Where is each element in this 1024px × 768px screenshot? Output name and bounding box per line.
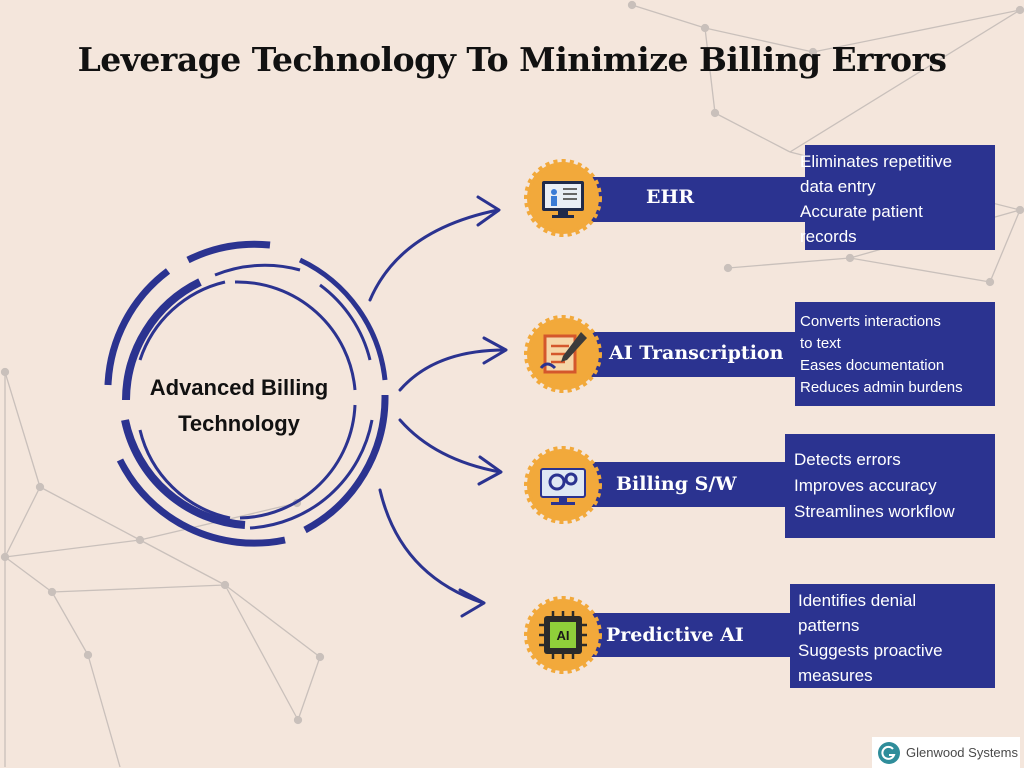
desc-predictive-ai-line: patterns [798, 616, 860, 635]
tech-label-ehr: EHR [646, 186, 695, 208]
connector-arrows [368, 195, 508, 618]
transcription-notepad-icon [539, 332, 587, 374]
desc-billing-sw-line: Improves accuracy [794, 476, 937, 495]
desc-predictive-ai-line: Identifies denial [798, 591, 917, 610]
desc-ehr-line: records [800, 227, 857, 246]
arrow-to-predictive-ai [378, 488, 485, 605]
desc-ehr-line: Eliminates repetitive [800, 152, 953, 171]
center-label-line-2: Technology [178, 411, 300, 436]
glenwood-logo-icon [878, 741, 900, 764]
desc-billing-sw-line: Detects errors [794, 450, 901, 469]
brand-badge: Glenwood Systems [872, 737, 1020, 768]
desc-billing-sw: Detects errors Improves accuracy Streaml… [794, 447, 955, 525]
desc-ai-transcription-line: to text [800, 335, 841, 352]
tech-label-billing-sw: Billing S/W [616, 473, 737, 495]
band-ai-transcription [560, 302, 995, 406]
desc-ai-transcription-line: Reduces admin burdens [800, 379, 963, 396]
ai-chip-icon: AI [539, 611, 587, 659]
desc-ehr-line: data entry [800, 177, 876, 196]
brand-name: Glenwood Systems [906, 745, 1018, 760]
arrow-to-ai-transcription [398, 348, 507, 392]
desc-predictive-ai-line: measures [798, 666, 873, 685]
arrow-to-ehr [368, 208, 500, 302]
desc-ai-transcription-line: Converts interactions [800, 313, 941, 330]
ehr-monitor-icon [542, 181, 584, 218]
tech-bands [560, 145, 995, 688]
tech-label-predictive-ai: Predictive AI [606, 624, 744, 646]
band-predictive-ai [560, 584, 995, 688]
desc-predictive-ai: Identifies denial patterns Suggests proa… [798, 588, 943, 688]
badge-ai-transcription [524, 315, 602, 393]
center-rings [104, 240, 389, 547]
desc-ai-transcription-line: Eases documentation [800, 357, 945, 374]
desc-ehr: Eliminates repetitive data entry Accurat… [800, 149, 952, 249]
badge-billing-sw [524, 446, 602, 524]
desc-ai-transcription: Converts interactions to text Eases docu… [800, 311, 963, 399]
center-label-line-1: Advanced Billing [149, 375, 329, 400]
center-label: Advanced Billing Technology [104, 370, 374, 442]
svg-text:AI: AI [557, 628, 570, 643]
desc-billing-sw-line: Streamlines workflow [794, 502, 955, 521]
badge-predictive-ai: AI [524, 596, 602, 674]
page-title: Leverage Technology To Minimize Billing … [77, 40, 947, 79]
band-ehr [560, 145, 995, 250]
billing-software-icon [540, 468, 586, 505]
desc-predictive-ai-line: Suggests proactive [798, 641, 943, 660]
badge-ehr [524, 159, 602, 237]
arrow-to-billing-sw [398, 418, 502, 474]
desc-ehr-line: Accurate patient [800, 202, 923, 221]
band-billing-sw [560, 434, 995, 538]
tech-label-ai-transcription: AI Transcription [609, 342, 784, 364]
